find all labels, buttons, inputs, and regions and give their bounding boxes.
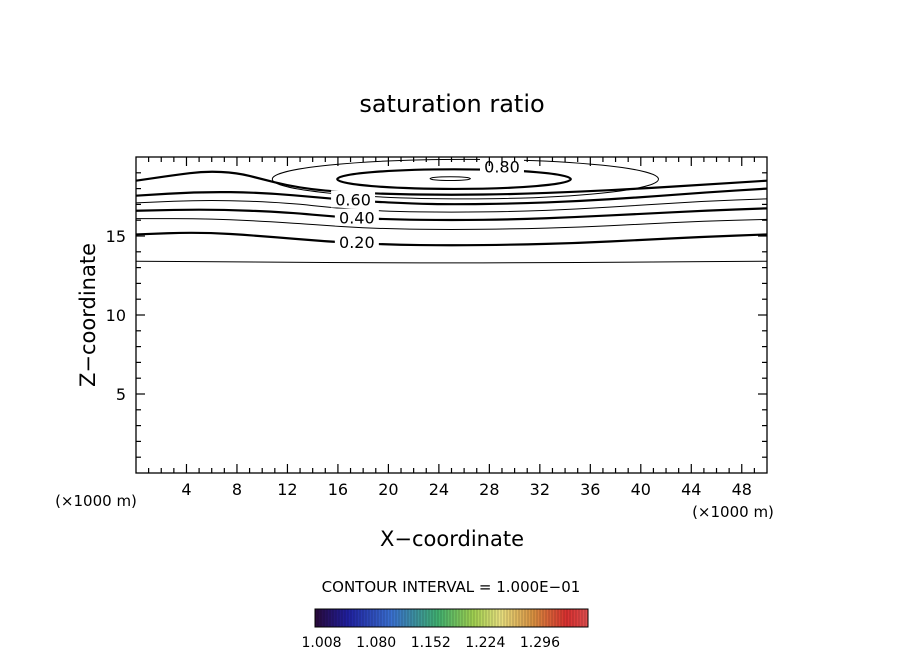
colorbar-tick-label: 1.008 bbox=[302, 635, 342, 651]
contour-line-3 bbox=[135, 207, 768, 222]
colorbar-labels: 1.008 1.080 1.152 1.224 1.296 bbox=[302, 635, 561, 651]
x-unit-left: (×1000 m) bbox=[55, 492, 137, 510]
contour-label-1: 0.60 bbox=[335, 190, 371, 209]
contour-lines bbox=[135, 158, 768, 264]
contour-line-8 bbox=[336, 168, 572, 191]
contour-line-9 bbox=[429, 176, 471, 182]
contour-line-7 bbox=[271, 158, 659, 200]
y-tick-label: 5 bbox=[116, 385, 126, 404]
x-tick-label: 32 bbox=[530, 480, 550, 499]
contour-line-4 bbox=[135, 198, 768, 213]
contour-label-bg-1 bbox=[331, 190, 376, 208]
contour-line-5 bbox=[135, 187, 768, 206]
colorbar-tick-label: 1.152 bbox=[411, 635, 451, 651]
x-tick-label: 4 bbox=[181, 480, 191, 499]
x-tick-label: 16 bbox=[328, 480, 348, 499]
x-tick-label: 12 bbox=[277, 480, 297, 499]
contour-line-2 bbox=[135, 218, 768, 230]
y-tick-label: 15 bbox=[106, 227, 126, 246]
colorbar-stripes bbox=[317, 609, 586, 627]
contour-interval-text: CONTOUR INTERVAL = 1.000E−01 bbox=[322, 578, 581, 596]
x-tick-label: 48 bbox=[732, 480, 752, 499]
x-tick-label: 8 bbox=[232, 480, 242, 499]
x-tick-labels: 4 8 12 16 20 24 28 32 36 40 44 48 bbox=[181, 480, 752, 499]
colorbar-tick-label: 1.080 bbox=[356, 635, 396, 651]
contour-line-1 bbox=[135, 231, 768, 247]
x-tick-label: 24 bbox=[429, 480, 449, 499]
contour-labels: 0.80 0.600.40 0.20 bbox=[331, 157, 524, 252]
contour-label-3: 0.20 bbox=[339, 233, 375, 252]
y-axis-label: Z−coordinate bbox=[76, 243, 100, 387]
x-tick-label: 40 bbox=[631, 480, 651, 499]
contour-line-6 bbox=[135, 170, 768, 196]
colorbar-tick-label: 1.296 bbox=[520, 635, 560, 651]
chart-title: saturation ratio bbox=[359, 90, 544, 118]
y-tick-label: 10 bbox=[106, 306, 126, 325]
colorbar bbox=[314, 608, 589, 628]
x-tick-label: 28 bbox=[479, 480, 499, 499]
axis-ticks bbox=[136, 157, 767, 473]
contour-label-2: 0.40 bbox=[339, 209, 375, 228]
contour-line-0 bbox=[135, 260, 768, 264]
contour-label-bg-3 bbox=[334, 233, 379, 251]
contour-label-bg-0 bbox=[479, 157, 524, 175]
contour-label-0: 0.80 bbox=[484, 157, 520, 176]
x-axis-label: X−coordinate bbox=[380, 527, 524, 551]
x-tick-label: 44 bbox=[681, 480, 701, 499]
colorbar-tick-label: 1.224 bbox=[465, 635, 505, 651]
y-tick-labels: 5 10 15 bbox=[106, 227, 126, 404]
x-tick-label: 20 bbox=[378, 480, 398, 499]
x-tick-label: 36 bbox=[580, 480, 600, 499]
contour-label-bg-2 bbox=[334, 208, 379, 226]
x-unit-right: (×1000 m) bbox=[692, 503, 774, 521]
